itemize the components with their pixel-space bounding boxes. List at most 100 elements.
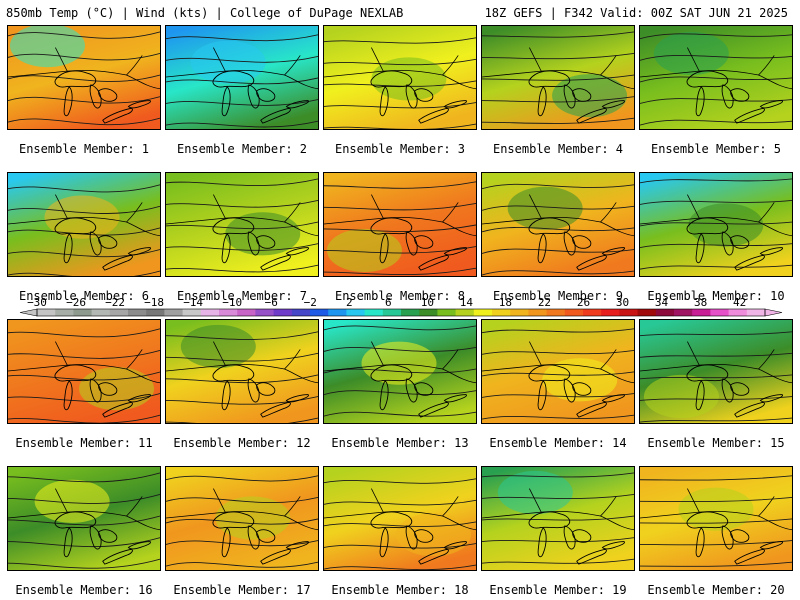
- great-lake-outline: [601, 394, 625, 403]
- height-contour: [640, 475, 792, 481]
- great-lake-outline: [759, 394, 783, 403]
- ensemble-member-label: Ensemble Member: 15: [647, 436, 785, 450]
- great-lake-outline: [98, 382, 118, 396]
- great-lake-outline: [102, 107, 133, 124]
- great-lake-outline: [285, 100, 309, 109]
- height-contour: [166, 178, 318, 186]
- state-border: [213, 488, 226, 513]
- height-contour: [324, 325, 476, 331]
- colorbar-tick-label: −2: [304, 296, 317, 309]
- height-contour: [8, 270, 160, 276]
- great-lake-outline: [260, 548, 291, 565]
- height-contour: [640, 119, 792, 126]
- great-lake-outline: [212, 511, 255, 529]
- height-contour: [640, 561, 792, 567]
- colorbar-tick-label: 10: [421, 296, 434, 309]
- state-border: [55, 488, 68, 513]
- height-contour: [166, 374, 318, 384]
- great-lake-outline: [695, 233, 705, 264]
- state-border: [442, 55, 459, 76]
- great-lake-outline: [63, 380, 73, 411]
- state-border: [213, 47, 226, 72]
- state-border: [284, 349, 301, 370]
- state-border: [442, 496, 459, 517]
- colorbar-segment: [710, 309, 730, 316]
- state-border: [126, 55, 143, 76]
- height-contour: [482, 270, 634, 276]
- temperature-field: [8, 320, 160, 423]
- state-border: [687, 488, 700, 513]
- height-contour: [640, 331, 792, 337]
- great-lake-outline: [418, 548, 449, 565]
- ensemble-member-label: Ensemble Member: 6: [18, 289, 150, 303]
- great-lake-outline: [686, 217, 729, 235]
- state-border: [284, 202, 301, 223]
- colorbar-segment: [655, 309, 675, 316]
- height-contour: [640, 200, 792, 205]
- colorbar-segment: [492, 309, 511, 316]
- colorbar-segment: [91, 309, 111, 316]
- great-lake-outline: [686, 70, 729, 88]
- great-lake-outline: [127, 541, 151, 550]
- state-border: [213, 341, 226, 366]
- height-contour: [8, 31, 160, 39]
- model-run-info: 18Z GEFS | F342 Valid: 00Z SAT JUN 21 20…: [484, 6, 788, 20]
- state-border: [482, 216, 634, 237]
- colorbar-tick-label: 38: [694, 296, 707, 309]
- temperature-field: [166, 173, 318, 276]
- great-lake-outline: [601, 100, 625, 109]
- colorbar-segment: [401, 309, 420, 316]
- great-lake-outline: [572, 88, 592, 102]
- great-lake-outline: [127, 100, 151, 109]
- height-contour: [640, 98, 792, 104]
- colorbar-segment: [109, 309, 129, 316]
- ensemble-member-label: Ensemble Member: 13: [331, 436, 469, 450]
- colorbar-segment: [583, 309, 602, 316]
- height-contour: [324, 80, 476, 87]
- temperature-field: [640, 320, 792, 423]
- height-contour: [482, 371, 634, 377]
- height-contour: [640, 417, 792, 423]
- great-lake-outline: [759, 541, 783, 550]
- great-lake-outline: [443, 247, 467, 256]
- state-border: [324, 216, 476, 237]
- height-contour: [8, 558, 160, 569]
- great-lake-outline: [370, 511, 413, 529]
- temperature-colorbar: −30 −26 −22 −18 −14 −10 −6 −2 2 6 10 14 18 22 26 30 34 38…: [19, 296, 783, 317]
- temperature-anomaly-region: [326, 228, 402, 273]
- great-lake-outline: [54, 70, 97, 88]
- height-contour: [324, 543, 476, 549]
- height-contour: [166, 99, 318, 106]
- ensemble-member-map: [639, 25, 793, 130]
- ensemble-member-label: Ensemble Member: 7: [176, 289, 308, 303]
- state-border: [600, 55, 617, 76]
- ensemble-member-map: [7, 25, 161, 130]
- great-lake-outline: [221, 380, 231, 411]
- height-contour: [640, 221, 792, 227]
- height-contour: [166, 221, 318, 230]
- colorbar-segment: [273, 309, 293, 316]
- state-border: [529, 47, 542, 72]
- great-lake-outline: [379, 86, 389, 117]
- great-lake-outline: [285, 247, 309, 256]
- state-border: [324, 69, 476, 90]
- height-contour: [482, 205, 634, 211]
- colorbar-segment: [237, 309, 256, 316]
- great-lake-outline: [418, 401, 449, 418]
- great-lake-outline: [127, 247, 151, 256]
- ensemble-member-label: Ensemble Member: 20: [647, 583, 785, 597]
- height-contour: [482, 53, 634, 60]
- great-lake-outline: [414, 382, 434, 396]
- colorbar-segment: [382, 309, 402, 316]
- height-contour: [324, 37, 476, 44]
- state-border: [126, 349, 143, 370]
- state-border: [687, 341, 700, 366]
- great-lake-outline: [528, 511, 571, 529]
- colorbar-tick-label: −6: [265, 296, 278, 309]
- great-lake-outline: [572, 382, 592, 396]
- state-border: [482, 510, 634, 531]
- state-border: [529, 194, 542, 219]
- temperature-field: [640, 467, 792, 570]
- state-border: [640, 69, 792, 90]
- colorbar-segment: [364, 309, 384, 316]
